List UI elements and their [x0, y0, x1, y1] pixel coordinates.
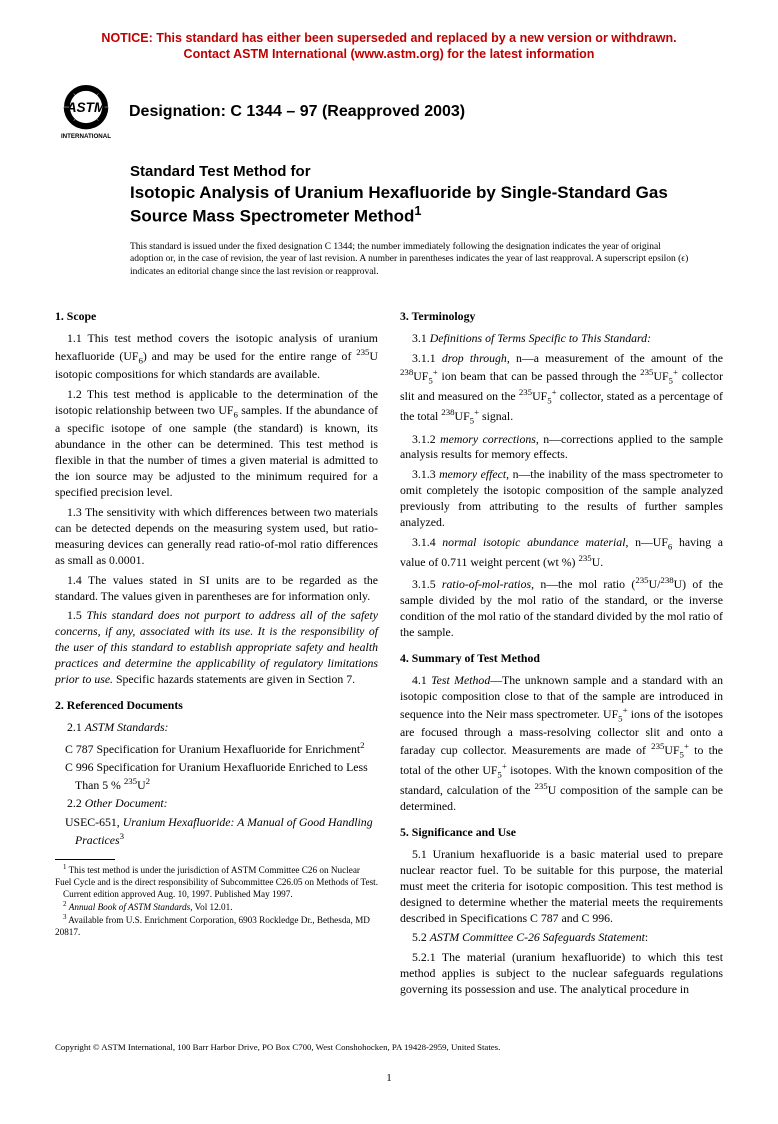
refdocs-heading: 2. Referenced Documents — [55, 698, 378, 714]
para-1-5: 1.5 This standard does not purport to ad… — [55, 608, 378, 688]
t: 3.1.5 — [412, 577, 442, 591]
t: U — [137, 778, 146, 792]
t: C 996 Specification for Uranium Hexafluo… — [65, 760, 368, 792]
designation-text: Designation: C 1344 – 97 (Reapproved 200… — [129, 103, 465, 121]
footnote-rule — [55, 859, 115, 860]
summary-heading: 4. Summary of Test Method — [400, 651, 723, 667]
para-3-1-1: 3.1.1 drop through, n—a measurement of t… — [400, 351, 723, 428]
t: ion beam that can be passed through the — [438, 369, 640, 383]
t: drop through — [442, 351, 507, 365]
t: 2.2 — [67, 796, 85, 810]
t: signal. — [479, 409, 513, 423]
title-pre: Standard Test Method for — [130, 163, 723, 180]
t: : — [645, 930, 648, 944]
t: 3.1.2 — [412, 432, 440, 446]
t: , Vol 12.01. — [190, 902, 232, 912]
t: 2.1 — [67, 720, 85, 734]
para-3-1-4: 3.1.4 normal isotopic abundance material… — [400, 535, 723, 571]
page-number: 1 — [55, 1072, 723, 1084]
para-1-3: 1.3 The sensitivity with which differenc… — [55, 505, 378, 569]
t: 3.1.1 — [412, 351, 442, 365]
para-5-1: 5.1 Uranium hexafluoride is a basic mate… — [400, 847, 723, 927]
para-5-2-1: 5.2.1 The material (uranium hexafluoride… — [400, 950, 723, 998]
para-4-1: 4.1 Test Method—The unknown sample and a… — [400, 673, 723, 815]
ref-c787: C 787 Specification for Uranium Hexafluo… — [55, 740, 378, 758]
significance-heading: 5. Significance and Use — [400, 825, 723, 841]
t: normal isotopic abundance material — [442, 535, 625, 549]
para-5-2: 5.2 ASTM Committee C-26 Safeguards State… — [400, 930, 723, 946]
t: Specific hazards statements are given in… — [113, 672, 355, 686]
t: 4.1 — [412, 673, 431, 687]
t: samples. If the abundance of a specific … — [55, 403, 378, 499]
terminology-heading: 3. Terminology — [400, 309, 723, 325]
ref-usec: USEC-651, Uranium Hexafluoride: A Manual… — [55, 815, 378, 849]
title-main-text: Isotopic Analysis of Uranium Hexafluorid… — [130, 183, 668, 226]
t: memory corrections — [440, 432, 536, 446]
footnote-2: 2 Annual Book of ASTM Standards, Vol 12.… — [55, 901, 378, 914]
svg-text:ASTM: ASTM — [66, 100, 106, 115]
t: Definitions of Terms Specific to This St… — [430, 331, 651, 345]
title-footnote-ref: 1 — [414, 203, 421, 218]
para-3-1: 3.1 Definitions of Terms Specific to Thi… — [400, 331, 723, 347]
two-column-body: 1. Scope 1.1 This test method covers the… — [55, 299, 723, 1002]
t: , n—UF — [625, 535, 667, 549]
para-2-2: 2.2 Other Document: — [55, 796, 378, 812]
t: 3.1 — [412, 331, 430, 345]
t: Annual Book of ASTM Standards — [69, 902, 190, 912]
ref-c996: C 996 Specification for Uranium Hexafluo… — [55, 760, 378, 794]
para-3-1-5: 3.1.5 ratio-of-mol-ratios, n—the mol rat… — [400, 575, 723, 641]
para-1-2: 1.2 This test method is applicable to th… — [55, 387, 378, 501]
t: , n—a measurement of the amount of the — [507, 351, 723, 365]
t: Available from U.S. Enrichment Corporati… — [55, 915, 370, 937]
notice-line-1: NOTICE: This standard has either been su… — [101, 31, 676, 45]
t: ASTM Standards: — [85, 720, 169, 734]
t: Test Method — [431, 673, 490, 687]
title-block: Standard Test Method for Isotopic Analys… — [130, 163, 723, 227]
svg-text:INTERNATIONAL: INTERNATIONAL — [61, 133, 111, 140]
issued-note: This standard is issued under the fixed … — [130, 241, 693, 279]
scope-heading: 1. Scope — [55, 309, 378, 325]
t: 3.1.3 — [412, 467, 439, 481]
left-column: 1. Scope 1.1 This test method covers the… — [55, 299, 378, 1002]
header-row: ASTM INTERNATIONAL Designation: C 1344 –… — [55, 81, 723, 143]
para-1-4: 1.4 The values stated in SI units are to… — [55, 573, 378, 605]
t: 3.1.4 — [412, 535, 442, 549]
copyright-text: Copyright © ASTM International, 100 Barr… — [55, 1042, 723, 1052]
para-1-1: 1.1 This test method covers the isotopic… — [55, 331, 378, 383]
notice-banner: NOTICE: This standard has either been su… — [55, 30, 723, 63]
t: 1.5 — [67, 608, 87, 622]
footnote-1b: Current edition approved Aug. 10, 1997. … — [55, 889, 378, 901]
t: C 787 Specification for Uranium Hexafluo… — [65, 742, 360, 756]
astm-logo-icon: ASTM INTERNATIONAL — [55, 81, 117, 143]
t: ) and may be used for the entire range o… — [143, 349, 356, 363]
footnote-1: 1 This test method is under the jurisdic… — [55, 864, 378, 889]
t: This test method is under the jurisdicti… — [55, 865, 378, 887]
footnote-3: 3 Available from U.S. Enrichment Corpora… — [55, 914, 378, 939]
t: memory effect — [439, 467, 506, 481]
t: U. — [592, 555, 603, 569]
t: ASTM Committee C-26 Safeguards Statement — [430, 930, 645, 944]
page-container: NOTICE: This standard has either been su… — [0, 0, 778, 1124]
t: Other Document: — [85, 796, 168, 810]
t: USEC-651, — [65, 815, 123, 829]
t: 5.2 — [412, 930, 430, 944]
para-2-1: 2.1 ASTM Standards: — [55, 720, 378, 736]
para-3-1-2: 3.1.2 memory corrections, n—corrections … — [400, 432, 723, 464]
t: U/ — [649, 577, 661, 591]
notice-line-2: Contact ASTM International (www.astm.org… — [184, 47, 595, 61]
title-main: Isotopic Analysis of Uranium Hexafluorid… — [130, 182, 723, 227]
t: ratio-of-mol-ratios — [442, 577, 531, 591]
t: , n—the mol ratio ( — [531, 577, 635, 591]
para-3-1-3: 3.1.3 memory effect, n—the inability of … — [400, 467, 723, 531]
right-column: 3. Terminology 3.1 Definitions of Terms … — [400, 299, 723, 1002]
